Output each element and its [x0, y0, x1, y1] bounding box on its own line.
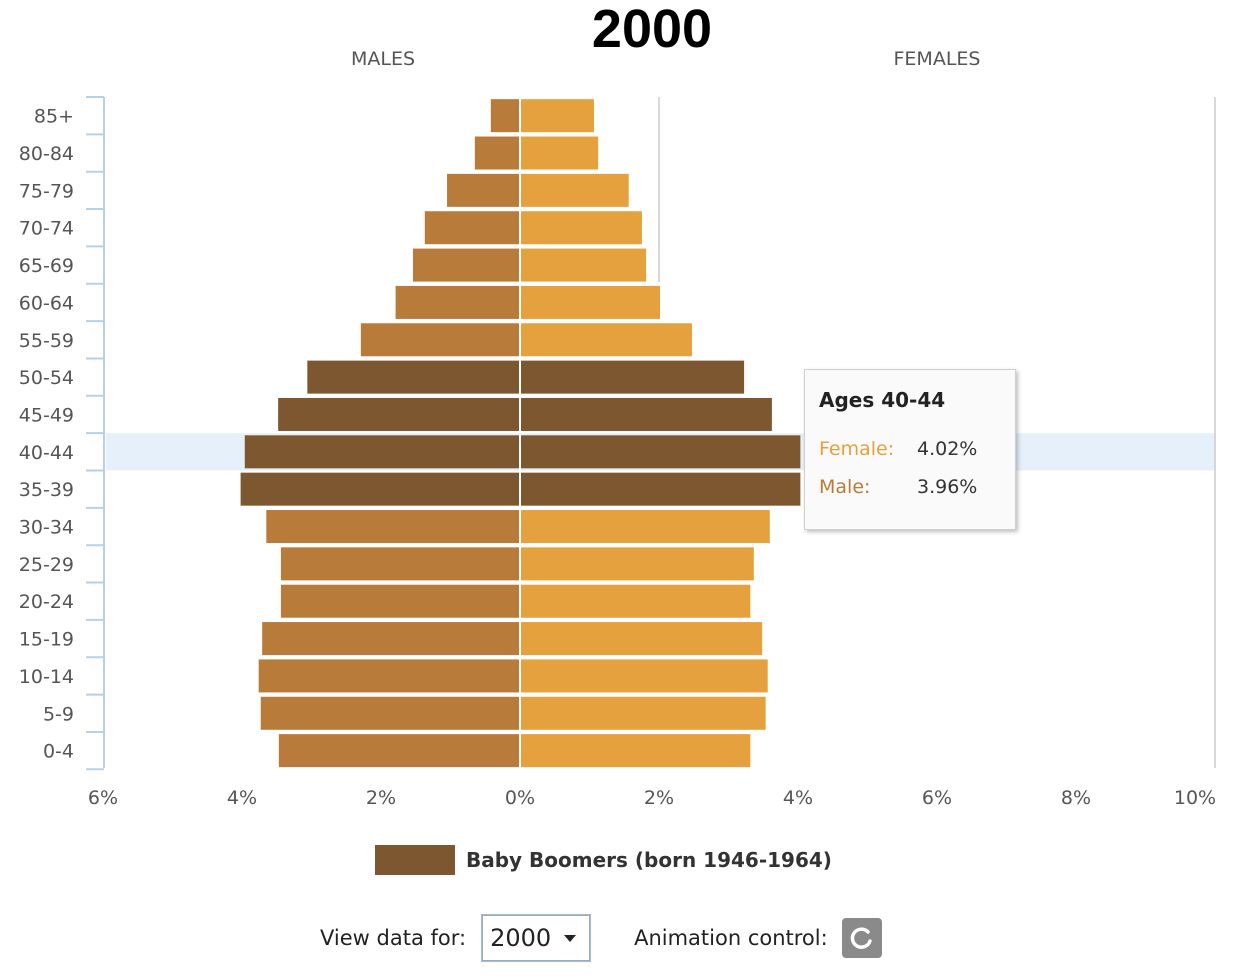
female-bar[interactable]	[521, 285, 660, 319]
x-tick-label: 2%	[366, 787, 396, 809]
tooltip-male-row: Male: 3.96%	[819, 476, 1001, 498]
animation-replay-button[interactable]	[841, 918, 882, 958]
female-bar[interactable]	[521, 99, 594, 133]
age-label: 10-14	[19, 666, 74, 688]
chart-controls: View data for: 2000 Animation control:	[320, 914, 882, 962]
chart-title: 2000	[592, 0, 712, 59]
female-bar[interactable]	[521, 211, 642, 245]
x-tick-label: 6%	[88, 787, 118, 809]
male-bar[interactable]	[260, 696, 520, 730]
view-data-label: View data for:	[320, 926, 467, 950]
male-bar[interactable]	[258, 659, 520, 693]
male-bar[interactable]	[412, 248, 520, 282]
age-label: 15-19	[19, 629, 74, 651]
age-label: 50-54	[19, 367, 74, 389]
male-bar[interactable]	[266, 510, 520, 544]
chevron-down-icon	[564, 935, 577, 942]
x-tick-label: 4%	[783, 787, 813, 809]
age-label: 20-24	[19, 591, 74, 613]
female-bar[interactable]	[521, 323, 692, 357]
female-bar[interactable]	[521, 435, 801, 469]
male-bar[interactable]	[244, 435, 520, 469]
tooltip-female-row: Female: 4.02%	[819, 438, 1001, 460]
males-label: MALES	[351, 48, 415, 70]
tooltip-female-label: Female:	[819, 438, 895, 460]
legend-label-baby-boomers: Baby Boomers (born 1946-1964)	[466, 848, 832, 872]
age-label: 70-74	[19, 218, 74, 240]
hover-tooltip: Ages 40-44 Female: 4.02% Male: 3.96%	[804, 369, 1016, 530]
age-label: 60-64	[19, 292, 74, 314]
female-bar[interactable]	[521, 622, 763, 656]
female-bar[interactable]	[521, 510, 770, 544]
male-bar[interactable]	[395, 285, 520, 319]
x-tick-label: 10%	[1174, 787, 1216, 809]
age-label: 0-4	[43, 741, 74, 763]
male-bar[interactable]	[240, 472, 521, 506]
chart-legend: Baby Boomers (born 1946-1964)	[375, 845, 832, 875]
female-bar[interactable]	[521, 248, 647, 282]
age-label: 55-59	[19, 330, 74, 352]
females-label: FEMALES	[894, 48, 981, 70]
male-bar[interactable]	[278, 397, 520, 431]
x-tick-label: 0%	[505, 787, 535, 809]
male-bar[interactable]	[474, 136, 520, 170]
male-bar[interactable]	[490, 99, 520, 133]
age-label: 25-29	[19, 554, 74, 576]
year-select-value: 2000	[490, 924, 552, 952]
animation-control-label: Animation control:	[634, 926, 828, 950]
tooltip-title: Ages 40-44	[819, 388, 946, 412]
x-tick-label: 8%	[1061, 787, 1091, 809]
age-label: 40-44	[19, 442, 74, 464]
age-label: 65-69	[19, 255, 74, 277]
year-select[interactable]: 2000	[482, 915, 591, 961]
male-bar[interactable]	[262, 622, 520, 656]
male-bar[interactable]	[278, 734, 520, 768]
x-tick-label: 2%	[644, 787, 674, 809]
female-bar[interactable]	[521, 173, 629, 207]
female-bar[interactable]	[521, 547, 754, 581]
age-label: 5-9	[43, 703, 74, 725]
age-label: 80-84	[19, 143, 74, 165]
age-label: 85+	[34, 106, 74, 128]
female-bar[interactable]	[521, 360, 745, 394]
legend-swatch-baby-boomers	[375, 845, 455, 875]
age-label: 45-49	[19, 404, 74, 426]
plot-area: 85+ 80-84 75-79 70-74 65-69 60-64 55-59 50-54 45…	[19, 96, 1216, 809]
age-label: 75-79	[19, 180, 74, 202]
male-bar[interactable]	[447, 173, 520, 207]
male-bar[interactable]	[307, 360, 520, 394]
male-bar[interactable]	[280, 584, 520, 618]
tooltip-male-label: Male:	[819, 476, 871, 498]
x-tick-label: 6%	[922, 787, 952, 809]
male-bar[interactable]	[424, 211, 520, 245]
replay-icon	[850, 927, 872, 949]
x-tick-label: 4%	[227, 787, 257, 809]
tooltip-female-value: 4.02%	[917, 438, 978, 460]
female-bar[interactable]	[521, 136, 599, 170]
female-bar[interactable]	[521, 397, 772, 431]
age-label: 35-39	[19, 479, 74, 501]
female-bar[interactable]	[521, 659, 768, 693]
female-bar[interactable]	[521, 696, 766, 730]
female-bar[interactable]	[521, 472, 801, 506]
tooltip-male-value: 3.96%	[917, 476, 978, 498]
age-label: 30-34	[19, 517, 74, 539]
female-bar[interactable]	[521, 584, 751, 618]
male-bar[interactable]	[360, 323, 520, 357]
male-bar[interactable]	[280, 547, 520, 581]
female-bar[interactable]	[521, 734, 751, 768]
